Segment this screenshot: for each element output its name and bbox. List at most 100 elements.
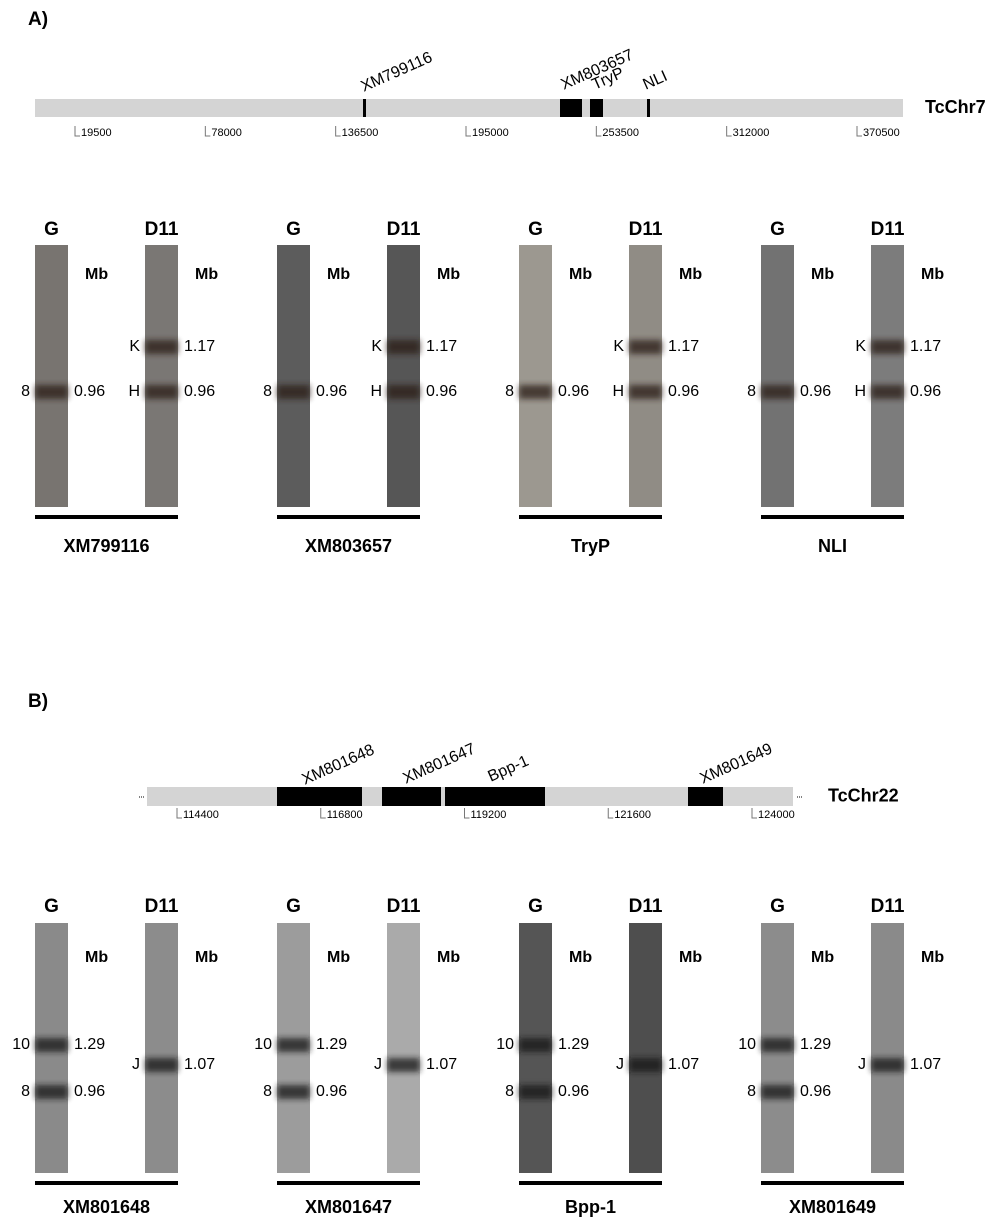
band-name: 10 [496,1036,514,1053]
band-name: K [129,338,140,355]
gel-band [35,1085,68,1099]
band-name: 10 [738,1036,756,1053]
tick-mark [857,126,862,136]
band-name: J [132,1056,140,1073]
tick-label: 370500 [863,127,900,139]
tick-mark [596,126,601,136]
chromosome-bar [35,99,903,117]
gene-box [363,99,366,117]
gel-band [277,1085,310,1099]
band-name: J [616,1056,624,1073]
band-name: 8 [263,383,272,400]
band-size: 1.07 [426,1056,457,1073]
lane-unit: Mb [437,949,460,966]
band-name: H [128,383,140,400]
lane-unit: Mb [195,949,218,966]
tick-mark [727,126,732,136]
lane-strain: D11 [871,219,905,240]
gel-lane [761,245,794,507]
lane-strain: G [286,896,301,917]
band-name: 8 [505,1083,514,1100]
gene-label: Bpp-1 [485,753,531,786]
gel-band [761,1085,794,1099]
lane-strain: D11 [629,219,663,240]
lane-strain: G [286,219,301,240]
band-size: 1.17 [184,338,215,355]
lane-strain: G [44,219,59,240]
blot-gene: Bpp-1 [565,1197,616,1217]
band-size: 0.96 [910,383,941,400]
gene-box [647,99,650,117]
band-size: 0.96 [74,383,105,400]
tick-label: 136500 [342,127,379,139]
blot-underline [519,515,662,519]
lane-unit: Mb [569,949,592,966]
tick-mark [205,126,210,136]
band-size: 1.07 [184,1056,215,1073]
gel-band [871,340,904,354]
lane-strain: G [44,896,59,917]
tick-mark [465,808,470,818]
band-size: 1.17 [668,338,699,355]
band-name: H [854,383,866,400]
band-name: 8 [21,1083,30,1100]
gel-band [277,385,310,399]
gel-lane [629,923,662,1173]
gene-label: XM801647 [400,740,478,787]
lane-strain: G [528,219,543,240]
blot-underline [277,1181,420,1185]
figure: A)TcChr719500780001365001950002535003120… [0,0,998,1218]
band-size: 1.17 [910,338,941,355]
band-name: 8 [21,383,30,400]
band-size: 1.29 [316,1036,347,1053]
gel-band [387,1058,420,1072]
lane-strain: G [770,896,785,917]
gel-band [761,385,794,399]
band-name: K [613,338,624,355]
gene-box [688,787,723,806]
gene-box [277,787,362,806]
lane-strain: D11 [387,219,421,240]
lane-unit: Mb [921,949,944,966]
lane-strain: D11 [145,896,179,917]
tick-mark [177,808,182,818]
gene-box [445,787,545,806]
band-name: 10 [12,1036,30,1053]
gel-lane [145,923,178,1173]
lane-unit: Mb [327,949,350,966]
gene-box [590,99,603,117]
band-name: K [855,338,866,355]
blot-underline [519,1181,662,1185]
gel-band [387,340,420,354]
blot-gene: XM799116 [63,536,149,556]
band-name: 10 [254,1036,272,1053]
gel-band [35,385,68,399]
band-size: 1.29 [800,1036,831,1053]
gel-band [871,1058,904,1072]
band-size: 1.29 [74,1036,105,1053]
tick-mark [321,808,326,818]
gene-label: NLI [640,68,670,94]
gel-lane [871,923,904,1173]
tick-label: 114400 [183,809,219,821]
chromosome-name: TcChr22 [828,785,899,805]
tick-mark [75,126,80,136]
tick-label: 124000 [758,809,795,821]
gel-band [145,340,178,354]
band-size: 0.96 [316,383,347,400]
band-name: 8 [505,383,514,400]
lane-unit: Mb [85,266,108,283]
gel-band [387,385,420,399]
tick-mark [336,126,341,136]
tick-label: 121600 [614,809,651,821]
lane-unit: Mb [437,266,460,283]
band-size: 0.96 [558,383,589,400]
band-size: 0.96 [316,1083,347,1100]
gel-lane [629,245,662,507]
gel-band [145,385,178,399]
gel-band [145,1058,178,1072]
blot-gene: TryP [571,536,610,556]
blot-gene: XM801649 [789,1197,876,1217]
lane-unit: Mb [811,949,834,966]
lane-unit: Mb [921,266,944,283]
